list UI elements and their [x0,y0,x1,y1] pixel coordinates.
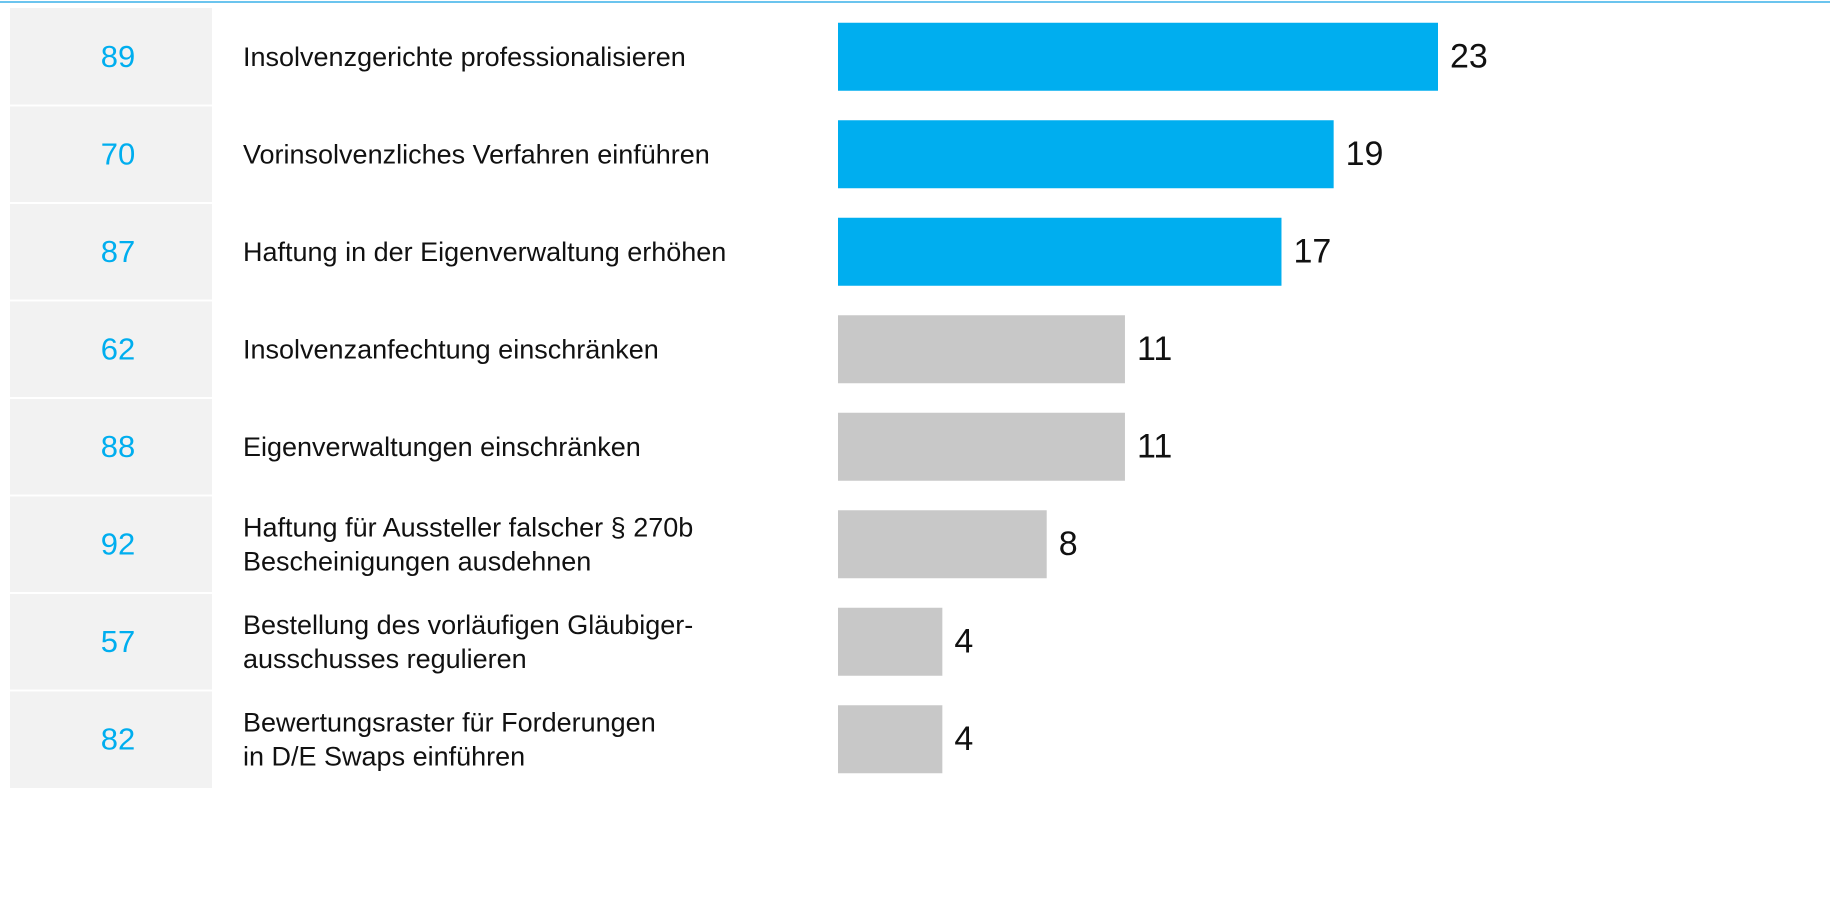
value-label: 17 [1293,233,1331,271]
row-id: 88 [101,429,135,464]
value-label: 19 [1346,135,1384,173]
bar [838,315,1125,384]
bar [838,510,1047,579]
value-label: 11 [1137,428,1172,466]
category-label: Insolvenzanfechtung einschränken [243,334,659,364]
category-label: in D/E Swaps einführen [243,741,525,771]
bar [838,607,943,676]
row-id: 62 [101,331,135,366]
category-label: Eigenverwaltungen einschränken [243,432,641,462]
row-id: 92 [101,526,135,561]
bar [838,120,1334,189]
bar [838,217,1282,286]
row-id: 87 [101,234,135,269]
value-label: 23 [1450,38,1488,76]
category-label: Haftung in der Eigenverwaltung erhöhen [243,237,726,267]
row-id: 70 [101,136,135,171]
category-label: Insolvenzgerichte professionalisieren [243,42,686,72]
category-label: Bewertungsraster für Forderungen [243,707,656,737]
row-id: 57 [101,624,135,659]
row-id: 82 [101,721,135,756]
bar [838,22,1438,91]
category-label: Haftung für Aussteller falscher § 270b [243,512,693,542]
category-label: Bestellung des vorläufigen Gläubiger- [243,610,693,640]
category-label: ausschusses regulieren [243,644,527,674]
bar [838,705,943,774]
category-label: Bescheinigungen ausdehnen [243,546,591,576]
category-label: Vorinsolvenzliches Verfahren einführen [243,139,710,169]
value-label: 4 [954,720,973,758]
bar [838,412,1125,481]
row-id: 89 [101,39,135,74]
value-label: 4 [954,623,973,661]
value-label: 11 [1137,330,1172,368]
value-label: 8 [1059,525,1078,563]
